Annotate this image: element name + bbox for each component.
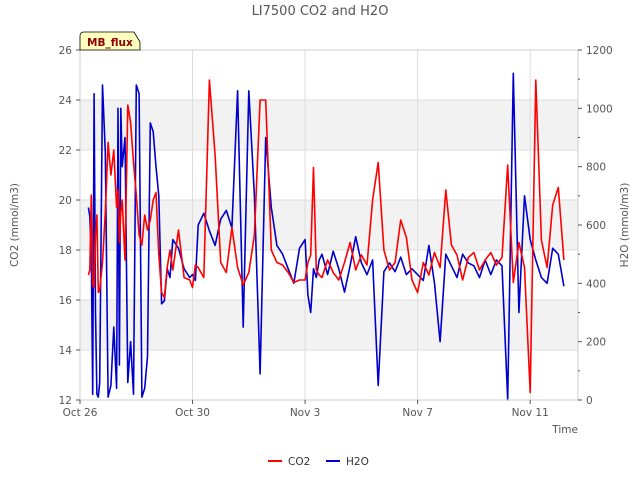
xtick-label: Nov 7: [402, 407, 433, 419]
chart-title: LI7500 CO2 and H2O: [252, 4, 389, 19]
xtick-label: Oct 30: [175, 407, 210, 419]
band-22: [80, 100, 578, 150]
ytick-right-label: 1200: [586, 45, 613, 57]
legend-h2o-label: H2O: [346, 456, 369, 468]
x-axis-title: Time: [551, 424, 578, 436]
plot-background: [80, 100, 578, 350]
ytick-left-label: 22: [59, 145, 72, 157]
ytick-left-label: 26: [59, 45, 73, 57]
axis-ticks: 12 14 16 18 20 22 24 26 0 200 400 600 800 1000 1200 Oct…: [59, 45, 613, 419]
ytick-left-label: 14: [59, 345, 73, 357]
ytick-left-label: 20: [59, 195, 72, 207]
ytick-left-label: 12: [59, 395, 72, 407]
ytick-left-label: 16: [59, 295, 73, 307]
y-axis-right-title: H2O (mmol/m3): [619, 183, 631, 268]
legend-co2-label: CO2: [288, 456, 310, 468]
ytick-right-label: 400: [586, 278, 606, 290]
xtick-label: Nov 3: [290, 407, 321, 419]
ytick-left-label: 18: [59, 245, 72, 257]
band-18: [80, 200, 578, 250]
series-line-co2: [87, 79, 565, 394]
mb-flux-badge: MB_flux: [79, 31, 141, 51]
badge-label: MB_flux: [87, 37, 133, 49]
ytick-right-label: 600: [586, 220, 606, 232]
xtick-label: Oct 26: [63, 407, 98, 419]
ytick-right-label: 200: [586, 337, 606, 349]
ytick-left-label: 24: [59, 95, 73, 107]
ytick-right-label: 0: [586, 395, 593, 407]
xtick-label: Nov 11: [512, 407, 549, 419]
badge-box: [79, 31, 141, 51]
band-14: [80, 300, 578, 350]
y-axis-left-title: CO2 (mmol/m3): [9, 183, 21, 267]
ytick-right-label: 800: [586, 162, 606, 174]
ytick-right-label: 1000: [586, 103, 613, 115]
legend: CO2 H2O: [268, 456, 369, 468]
series-line-h2o: [87, 72, 565, 401]
series-layer: [87, 72, 565, 401]
